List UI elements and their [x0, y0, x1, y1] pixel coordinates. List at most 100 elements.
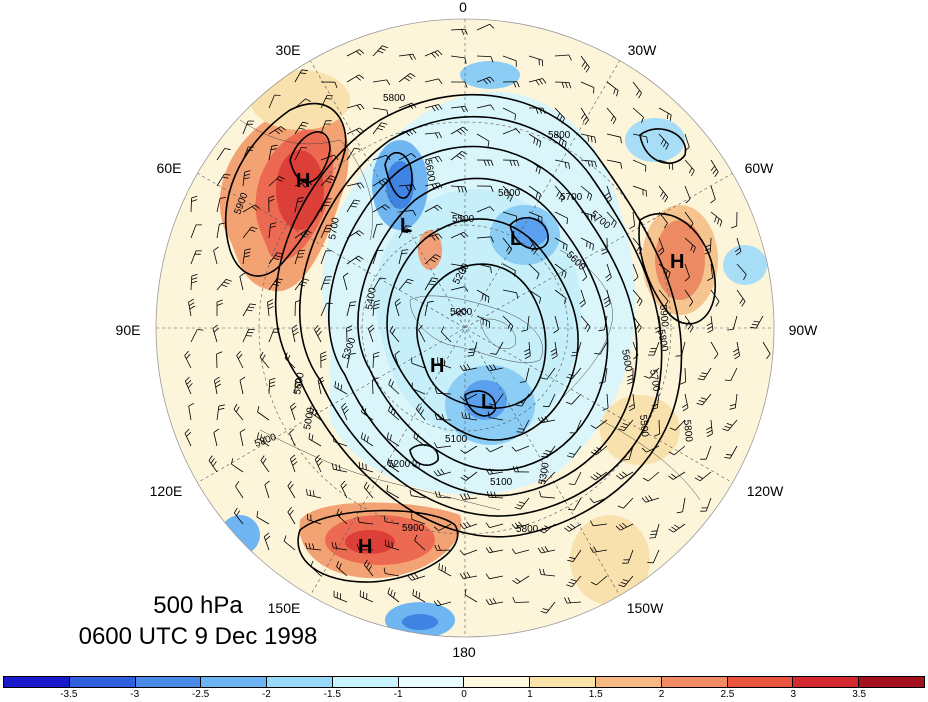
- wind-barb-feather: [566, 584, 573, 588]
- wind-barb-feather: [538, 529, 545, 534]
- wind-barb: [346, 49, 360, 57]
- wind-barb-feather: [186, 431, 191, 437]
- wind-barb-feather: [268, 195, 275, 199]
- wind-barb-feather: [306, 229, 312, 234]
- wind-barb: [294, 278, 304, 291]
- wind-barb-feather: [462, 522, 468, 528]
- wind-barb-feather: [374, 300, 381, 303]
- wind-barb: [372, 379, 374, 395]
- wind-barb: [212, 328, 218, 343]
- wind-barb-feather: [627, 374, 634, 378]
- wind-barb: [411, 575, 426, 581]
- wind-barb-feather: [355, 232, 361, 237]
- wind-barb-feather: [191, 273, 198, 277]
- wind-barb: [190, 329, 198, 343]
- colorbar-segment: [398, 677, 465, 687]
- wind-barb: [463, 367, 478, 372]
- wind-barb-feather: [265, 535, 271, 541]
- wind-barb-feather: [593, 449, 600, 454]
- wind-barb: [632, 341, 639, 356]
- wind-barb-feather: [568, 483, 575, 485]
- wind-barb-feather: [593, 546, 598, 553]
- wind-barb-feather: [384, 204, 390, 209]
- wind-barb-feather: [706, 326, 713, 330]
- wind-barb: [699, 471, 712, 482]
- wind-barb-feather: [512, 596, 516, 603]
- lon-label-30w: 30W: [627, 42, 657, 58]
- wind-barb-feather: [312, 490, 315, 497]
- wind-barb: [575, 419, 582, 434]
- wind-barb-feather: [430, 280, 437, 283]
- wind-barb-feather: [581, 61, 586, 67]
- wind-barb-feather: [325, 180, 332, 184]
- wind-barb-feather: [239, 428, 246, 433]
- wind-barb-feather: [236, 350, 241, 356]
- wind-barb: [216, 173, 225, 187]
- wind-barb-feather: [249, 303, 256, 306]
- wind-barb: [755, 315, 764, 329]
- lon-label-120e: 120E: [149, 483, 183, 499]
- wind-barb: [528, 263, 540, 274]
- wind-barb-feather: [461, 106, 465, 113]
- wind-barb-feather: [267, 302, 274, 306]
- wind-barb-feather: [464, 106, 469, 112]
- wind-barb-feather: [435, 132, 439, 139]
- wind-barb-feather: [509, 160, 513, 167]
- wind-barb-feather: [292, 461, 298, 466]
- wind-barb-feather: [214, 376, 220, 381]
- wind-barb-feather: [729, 404, 736, 407]
- wind-barb-feather: [490, 104, 495, 111]
- wind-barb: [632, 263, 639, 278]
- wind-barb: [346, 302, 351, 317]
- wind-barb-feather: [739, 298, 744, 304]
- wind-barb: [528, 211, 543, 218]
- wind-barb: [502, 185, 513, 197]
- wind-barb-feather: [269, 384, 276, 388]
- wind-barb: [257, 411, 270, 421]
- wind-barb-feather: [514, 522, 520, 528]
- wind-barb: [682, 497, 686, 512]
- wind-barb-feather: [485, 447, 491, 453]
- wind-barb: [684, 263, 690, 278]
- wind-barb-feather: [381, 122, 388, 125]
- wind-barb-feather: [636, 245, 641, 252]
- wind-barb-feather: [365, 484, 370, 491]
- svg-text:5100: 5100: [445, 434, 468, 445]
- wind-barb: [411, 362, 426, 369]
- wind-barb-feather: [301, 147, 308, 149]
- wind-barb: [216, 406, 220, 421]
- wind-barb: [632, 159, 646, 166]
- wind-barb-feather: [390, 589, 393, 596]
- wind-barb-feather: [715, 301, 720, 307]
- wind-barb: [489, 523, 504, 528]
- wind-barb-feather: [489, 206, 495, 212]
- wind-barb-feather: [724, 425, 731, 429]
- contour-labels: 5800 5800 5900 5600 5700 5500 5400 5600 …: [232, 93, 693, 535]
- wind-barb-feather: [216, 299, 223, 303]
- wind-barb-feather: [460, 477, 467, 481]
- wind-barb: [684, 393, 689, 408]
- wind-barb: [541, 574, 556, 577]
- wind-barb-feather: [564, 162, 567, 169]
- wind-barb: [463, 497, 478, 500]
- wind-barb-feather: [356, 104, 362, 111]
- wind-barb-feather: [538, 168, 541, 175]
- wind-barb-feather: [257, 406, 260, 413]
- wind-barb-feather: [394, 298, 400, 303]
- wind-barb-feather: [594, 353, 601, 355]
- wind-barb-feather: [668, 475, 674, 480]
- wind-barb-feather: [213, 428, 220, 433]
- wind-barb: [346, 182, 361, 187]
- wind-barb-feather: [714, 171, 719, 177]
- wind-barb-feather: [664, 300, 669, 307]
- wind-barb: [648, 471, 660, 482]
- wind-barb-feather: [436, 469, 442, 476]
- wind-barb: [294, 147, 302, 161]
- wind-barb-feather: [327, 95, 334, 97]
- wind-barb-feather: [594, 161, 597, 168]
- wind-barb-feather: [386, 110, 389, 117]
- wind-barb-feather: [489, 598, 494, 605]
- wind-barb-feather: [361, 406, 364, 413]
- wind-barb-feather: [358, 255, 364, 260]
- wind-barb: [268, 278, 278, 291]
